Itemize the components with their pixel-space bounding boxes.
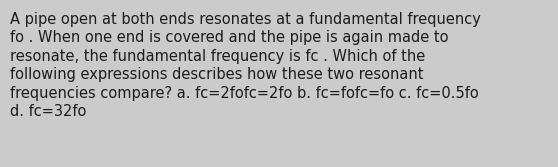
Text: fo . When one end is covered and the pipe is again made to: fo . When one end is covered and the pip… <box>10 30 449 45</box>
Text: d. fc=32fo: d. fc=32fo <box>10 104 86 119</box>
Text: frequencies compare? a. fc=2fofc=2fo b. fc=fofc=fo c. fc=0.5fo: frequencies compare? a. fc=2fofc=2fo b. … <box>10 86 479 101</box>
Text: resonate, the fundamental frequency is fc . Which of the: resonate, the fundamental frequency is f… <box>10 49 425 64</box>
Text: A pipe open at both ends resonates at a fundamental frequency: A pipe open at both ends resonates at a … <box>10 12 481 27</box>
Text: following expressions describes how these two resonant: following expressions describes how thes… <box>10 67 424 82</box>
